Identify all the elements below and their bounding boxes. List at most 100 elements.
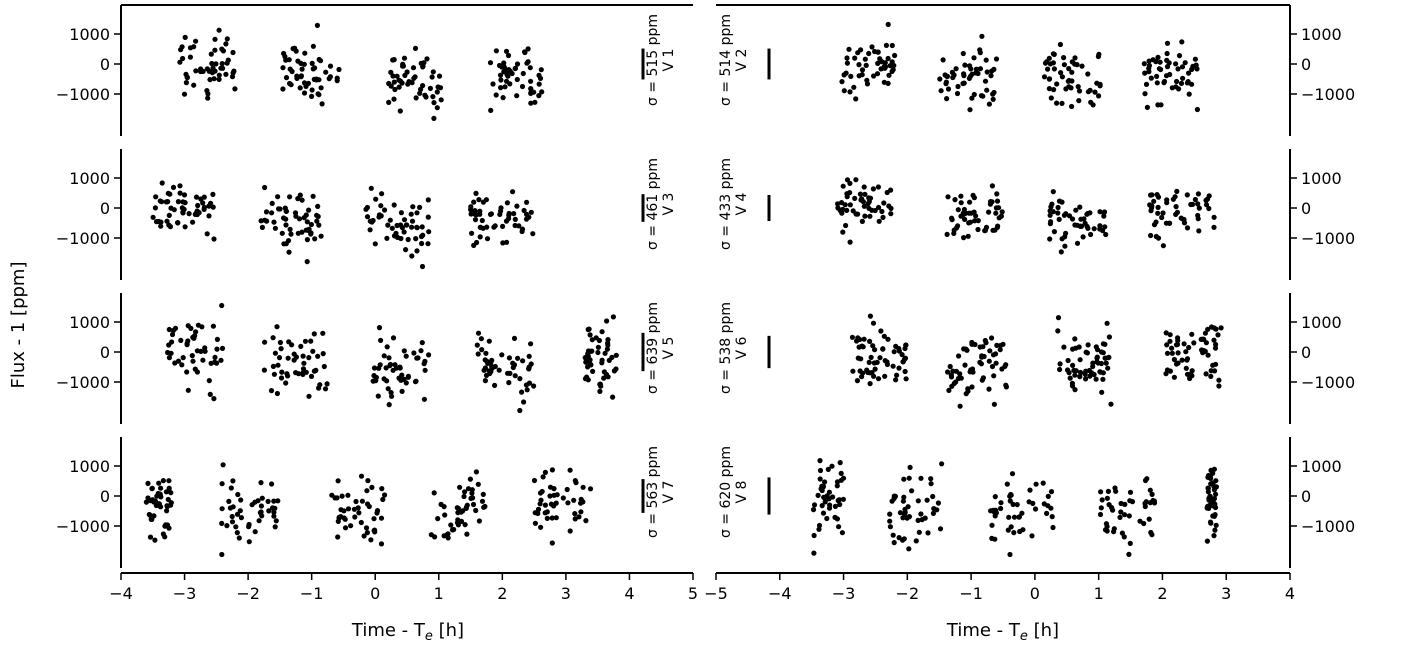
data-point <box>1055 328 1061 334</box>
data-point <box>867 313 874 319</box>
data-point <box>1070 346 1076 352</box>
data-point <box>1085 210 1091 217</box>
data-point <box>1047 236 1053 242</box>
data-point <box>1072 55 1078 61</box>
data-point <box>224 60 230 66</box>
data-point <box>983 57 989 63</box>
data-point <box>228 485 234 491</box>
data-point <box>263 209 270 215</box>
data-point <box>1157 59 1163 65</box>
data-point <box>1055 315 1062 321</box>
data-point <box>470 495 476 501</box>
data-point <box>156 218 162 225</box>
data-point <box>166 525 172 531</box>
data-point <box>165 190 171 196</box>
data-point <box>385 386 391 392</box>
data-point <box>1117 514 1123 521</box>
data-point <box>517 407 523 414</box>
data-point <box>862 56 868 62</box>
data-point <box>287 66 293 72</box>
data-point <box>201 204 207 210</box>
data-point <box>1101 210 1107 216</box>
data-point <box>540 474 546 480</box>
data-point <box>1004 481 1010 487</box>
data-point <box>1093 376 1099 382</box>
data-point <box>1169 345 1175 351</box>
data-point <box>915 498 921 504</box>
data-point <box>1100 227 1106 234</box>
data-point <box>306 355 312 361</box>
data-point <box>1183 365 1189 371</box>
data-point <box>1210 362 1216 368</box>
data-point <box>314 22 320 28</box>
data-point <box>928 481 934 487</box>
data-point <box>860 370 866 376</box>
data-point <box>1207 502 1213 508</box>
data-point <box>1211 487 1217 493</box>
data-point <box>951 227 957 233</box>
data-point <box>380 496 386 503</box>
data-point <box>604 318 610 324</box>
data-point <box>1091 226 1097 232</box>
data-point <box>475 330 482 336</box>
data-point <box>526 380 533 386</box>
data-point <box>1160 210 1166 216</box>
data-point <box>865 369 871 375</box>
data-point <box>414 210 420 216</box>
data-point <box>320 351 326 357</box>
data-point <box>1146 516 1152 522</box>
data-point <box>945 369 951 375</box>
data-point <box>167 224 173 230</box>
data-point <box>434 89 440 95</box>
data-point <box>275 194 281 200</box>
data-point <box>900 498 907 504</box>
data-point <box>832 514 838 521</box>
data-point <box>435 516 441 522</box>
data-point <box>869 44 875 50</box>
data-point <box>179 205 185 211</box>
data-point <box>160 478 166 484</box>
data-point <box>187 54 193 60</box>
data-point <box>1051 51 1057 58</box>
data-point <box>442 512 448 518</box>
data-point <box>989 335 995 341</box>
data-point <box>226 498 232 504</box>
data-point <box>212 354 218 360</box>
data-point <box>935 500 942 506</box>
data-point <box>944 73 950 79</box>
data-point <box>589 337 595 343</box>
data-point <box>483 197 489 203</box>
data-point <box>145 495 151 501</box>
sigma-label-text: σ = 620 ppm <box>718 446 734 538</box>
data-point <box>583 518 589 524</box>
data-point <box>285 355 291 361</box>
data-point <box>952 197 958 203</box>
data-point <box>583 359 589 365</box>
data-point <box>394 73 400 79</box>
data-point <box>1189 368 1195 374</box>
data-point <box>425 197 431 203</box>
data-point <box>414 355 420 361</box>
panels: 1000 0 −1000 σ = 515 ppmV 1 1000 0 −1000 σ = 51… <box>56 4 1355 568</box>
data-point <box>1151 498 1157 504</box>
data-point <box>1211 466 1217 472</box>
data-point <box>200 200 206 206</box>
data-point <box>477 211 483 217</box>
data-point <box>1104 320 1110 326</box>
data-point <box>1171 374 1177 380</box>
data-point <box>811 532 817 539</box>
data-point <box>1154 73 1160 79</box>
data-point <box>230 49 236 56</box>
data-point <box>578 500 584 506</box>
data-point <box>212 36 218 42</box>
data-point <box>856 344 862 350</box>
data-point <box>1211 337 1217 343</box>
data-point <box>586 326 592 332</box>
data-point <box>958 193 964 199</box>
data-point <box>310 193 316 199</box>
data-point <box>255 498 261 504</box>
data-point <box>409 224 415 230</box>
data-point <box>205 95 211 101</box>
data-point <box>991 373 997 379</box>
data-point <box>1149 491 1155 497</box>
